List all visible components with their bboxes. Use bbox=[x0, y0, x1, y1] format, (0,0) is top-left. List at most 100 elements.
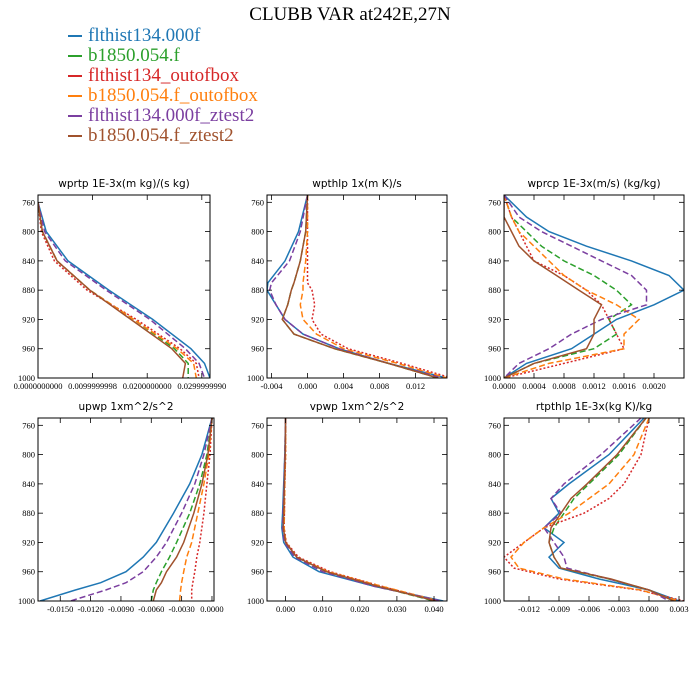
y-tick-label: 760 bbox=[251, 420, 264, 430]
y-tick-label: 760 bbox=[22, 197, 35, 207]
series-line-5 bbox=[70, 418, 213, 601]
legend-label: b1850.054.f_outofbox bbox=[88, 85, 258, 106]
plot-frame bbox=[37, 417, 215, 602]
y-tick-label: 920 bbox=[22, 314, 35, 324]
series-line-2 bbox=[282, 418, 435, 601]
plot-frame bbox=[266, 417, 448, 602]
series-group bbox=[267, 195, 447, 378]
legend: flthist134.000f b1850.054.f flthist134_o… bbox=[68, 26, 258, 146]
x-tick-label: 0.000 bbox=[639, 604, 658, 614]
series-line-3 bbox=[306, 195, 447, 378]
y-tick-label: 760 bbox=[251, 197, 264, 207]
series-line-4 bbox=[510, 418, 680, 601]
y-tick-label: 800 bbox=[22, 450, 35, 460]
panel-6: rtpthlp 1E-3x(kg K)/kg 760 800 840 880 920 960… bbox=[484, 401, 689, 614]
y-tick-label: 880 bbox=[22, 285, 35, 295]
series-group bbox=[38, 202, 210, 378]
x-tick-label: 0.0000 bbox=[492, 381, 515, 391]
series-line-3 bbox=[504, 418, 684, 601]
panel-title: upwp 1xm^2/s^2 bbox=[79, 401, 174, 413]
x-tick-label: 0.020 bbox=[350, 604, 369, 614]
y-tick-label: 760 bbox=[488, 420, 501, 430]
series-line-6 bbox=[152, 418, 213, 601]
panel-title: rtpthlp 1E-3x(kg K)/kg bbox=[536, 401, 652, 413]
x-tick-label: -0.012 bbox=[518, 604, 540, 614]
y-tick-label: 880 bbox=[488, 508, 501, 518]
y-tick-label: 840 bbox=[22, 256, 35, 266]
series-line-5 bbox=[38, 202, 206, 378]
x-tick-label: 0.0004 bbox=[522, 381, 546, 391]
panel-4: upwp 1xm^2/s^2 760 800 840 880 920 960 1000 -0.0… bbox=[18, 401, 224, 614]
x-tick-label: 0.0299999990 bbox=[177, 381, 226, 391]
plot-frame bbox=[37, 194, 211, 379]
y-tick-label: 800 bbox=[488, 227, 501, 237]
y-tick-label: 880 bbox=[251, 508, 264, 518]
y-tick-label: 880 bbox=[488, 285, 501, 295]
y-tick-label: 840 bbox=[488, 479, 501, 489]
y-tick-label: 960 bbox=[488, 344, 501, 354]
series-line-4 bbox=[283, 418, 440, 601]
series-line-5 bbox=[268, 195, 443, 378]
legend-entry: flthist134_outofbox bbox=[68, 66, 258, 86]
series-line-1 bbox=[504, 195, 684, 378]
x-tick-label: 0.000 bbox=[276, 604, 295, 614]
y-tick-label: 760 bbox=[22, 420, 35, 430]
legend-swatch bbox=[68, 135, 82, 137]
y-tick-label: 840 bbox=[22, 479, 35, 489]
y-tick-label: 1000 bbox=[18, 373, 35, 383]
y-tick-label: 920 bbox=[22, 537, 35, 547]
y-tick-label: 800 bbox=[488, 450, 501, 460]
series-group bbox=[281, 418, 444, 601]
series-line-6 bbox=[281, 195, 439, 378]
plot-frame bbox=[503, 417, 685, 602]
legend-swatch bbox=[68, 55, 82, 57]
series-line-2 bbox=[504, 195, 633, 378]
panel-5: vpwp 1xm^2/s^2 760 800 840 880 920 960 1000 0.00… bbox=[247, 401, 448, 614]
series-line-4 bbox=[38, 202, 198, 378]
y-tick-label: 1000 bbox=[484, 373, 501, 383]
x-tick-label: 0.000 bbox=[298, 381, 317, 391]
panel-2: wpthlp 1x(m K)/s 760 800 840 880 920 960 1000-0… bbox=[247, 178, 448, 391]
plot-frame bbox=[503, 194, 685, 379]
legend-entry: b1850.054.f_outofbox bbox=[68, 86, 258, 106]
series-group bbox=[39, 418, 213, 601]
y-tick-label: 920 bbox=[251, 314, 264, 324]
series-line-1 bbox=[39, 418, 213, 601]
legend-swatch bbox=[68, 115, 82, 117]
legend-label: flthist134.000f bbox=[88, 25, 201, 46]
y-tick-label: 1000 bbox=[484, 596, 501, 606]
y-tick-label: 920 bbox=[488, 537, 501, 547]
series-line-3 bbox=[190, 418, 213, 601]
series-line-3 bbox=[38, 202, 200, 378]
series-line-2 bbox=[150, 418, 213, 601]
y-tick-label: 1000 bbox=[18, 596, 35, 606]
x-tick-label: 0.008 bbox=[370, 381, 389, 391]
y-tick-label: 800 bbox=[251, 227, 264, 237]
legend-entry: b1850.054.f bbox=[68, 46, 258, 66]
y-tick-label: 960 bbox=[22, 567, 35, 577]
x-tick-label: 0.030 bbox=[387, 604, 406, 614]
x-tick-label: 0.0200000000 bbox=[123, 381, 172, 391]
x-tick-label: 0.0016 bbox=[612, 381, 635, 391]
panel-3: wprcp 1E-3x(m/s) (kg/kg) 760 800 840 880 920 9… bbox=[484, 178, 685, 391]
panel-1: wprtp 1E-3x(m kg)/(s kg) 760 800 840 880 920 9… bbox=[14, 178, 227, 391]
series-line-4 bbox=[178, 418, 213, 601]
x-tick-label: 0.004 bbox=[334, 381, 354, 391]
x-tick-label: -0.0120 bbox=[77, 604, 103, 614]
series-line-6 bbox=[38, 202, 187, 378]
x-tick-label: -0.0030 bbox=[169, 604, 195, 614]
panel-title: vpwp 1xm^2/s^2 bbox=[310, 401, 405, 413]
x-tick-label: -0.0150 bbox=[47, 604, 73, 614]
x-tick-label: -0.003 bbox=[608, 604, 630, 614]
series-line-3 bbox=[283, 418, 438, 601]
series-line-1 bbox=[38, 202, 210, 378]
x-tick-label: 0.040 bbox=[424, 604, 443, 614]
x-tick-label: -0.004 bbox=[261, 381, 284, 391]
main-title: CLUBB VAR at242E,27N bbox=[249, 4, 451, 25]
panel-title: wprcp 1E-3x(m/s) (kg/kg) bbox=[527, 178, 660, 190]
series-group bbox=[504, 195, 684, 378]
legend-entry: flthist134.000f bbox=[68, 26, 258, 46]
series-line-1 bbox=[281, 418, 444, 601]
panel-title: wpthlp 1x(m K)/s bbox=[312, 178, 402, 190]
y-tick-label: 840 bbox=[488, 256, 501, 266]
